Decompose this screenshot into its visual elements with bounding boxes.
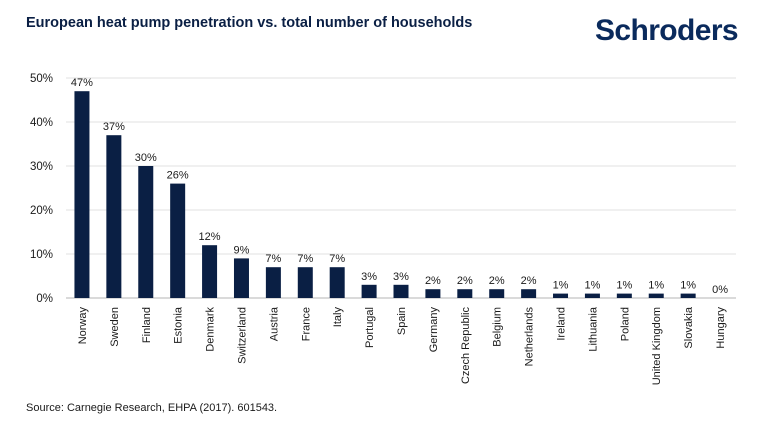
data-label: 1% — [584, 280, 600, 292]
bar — [170, 183, 186, 298]
data-label: 1% — [648, 280, 664, 292]
bar — [489, 289, 505, 298]
bar — [361, 284, 377, 298]
bar — [584, 293, 600, 298]
bar — [616, 293, 632, 298]
schroders-logo: Schroders — [595, 14, 739, 47]
data-label: 1% — [616, 280, 632, 292]
bar — [297, 267, 313, 298]
x-tick-label: Belgium — [492, 307, 504, 347]
data-label: 9% — [234, 244, 250, 256]
bar — [138, 166, 154, 298]
x-tick-label: Austria — [268, 306, 280, 341]
x-tick-label: Portugal — [364, 307, 376, 348]
x-tick-label: Norway — [77, 307, 89, 345]
data-label: 7% — [329, 253, 345, 265]
bar-chart: 0% 10% 20% 30% 40% 50% 47% Norway 37% Sweden 30% Fi… — [30, 73, 736, 385]
x-tick-label: Czech Republic — [460, 307, 472, 385]
bar — [265, 267, 281, 298]
x-tick-label: Finland — [141, 307, 153, 343]
bar — [648, 293, 664, 298]
data-label: 37% — [103, 121, 125, 133]
source-note: Source: Carnegie Research, EHPA (2017). … — [26, 402, 278, 414]
bar — [233, 258, 249, 298]
data-label: 1% — [553, 280, 569, 292]
bar — [106, 135, 122, 298]
bar — [74, 91, 90, 298]
y-tick-label: 0% — [36, 293, 53, 305]
bar — [202, 245, 218, 298]
data-label: 7% — [297, 253, 313, 265]
bar — [553, 293, 569, 298]
chart-title: European heat pump penetration vs. total… — [26, 15, 473, 31]
x-tick-label: Denmark — [205, 307, 217, 352]
y-tick-label: 40% — [30, 117, 53, 129]
x-tick-label: Switzerland — [236, 307, 248, 364]
x-tick-label: Netherlands — [524, 307, 536, 367]
x-tick-label: Slovakia — [683, 306, 695, 348]
data-label: 2% — [425, 275, 441, 287]
data-label: 30% — [135, 152, 157, 164]
y-tick-label: 20% — [30, 205, 53, 217]
x-tick-label: Hungary — [715, 307, 727, 349]
bar — [680, 293, 696, 298]
x-tick-label: Estonia — [173, 306, 185, 344]
data-label: 3% — [361, 271, 377, 283]
data-label: 7% — [265, 253, 281, 265]
x-tick-label: Italy — [332, 307, 344, 328]
data-label: 1% — [680, 280, 696, 292]
bar — [521, 289, 537, 298]
bar — [329, 267, 345, 298]
bar — [457, 289, 473, 298]
bar — [425, 289, 441, 298]
data-label: 2% — [521, 275, 537, 287]
x-tick-label: United Kingdom — [651, 307, 663, 385]
x-tick-label: Sweden — [109, 307, 121, 347]
x-tick-label: Lithuania — [587, 306, 599, 352]
x-tick-label: Germany — [428, 307, 440, 353]
data-label: 3% — [393, 271, 409, 283]
y-tick-label: 50% — [30, 73, 53, 85]
data-label: 47% — [71, 77, 93, 89]
data-label: 2% — [457, 275, 473, 287]
y-tick-label: 30% — [30, 161, 53, 173]
data-label: 0% — [712, 284, 728, 296]
x-tick-label: Ireland — [556, 307, 568, 341]
bar — [393, 284, 409, 298]
data-label: 12% — [199, 231, 221, 243]
y-tick-label: 10% — [30, 249, 53, 261]
x-tick-label: Spain — [396, 307, 408, 335]
x-tick-label: France — [300, 307, 312, 341]
x-tick-label: Poland — [619, 307, 631, 341]
data-label: 26% — [167, 170, 189, 182]
data-label: 2% — [489, 275, 505, 287]
